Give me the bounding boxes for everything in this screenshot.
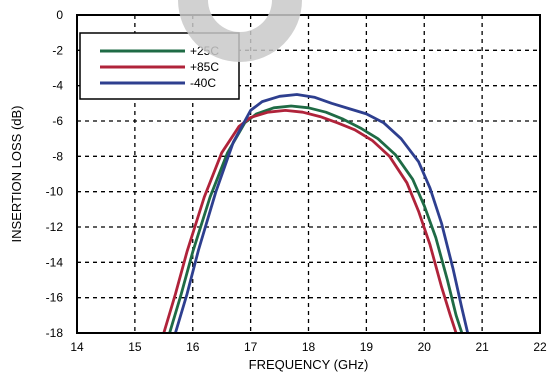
y-tick-label: -8: [52, 149, 63, 163]
grid-lines: [77, 15, 540, 333]
tick-labels: 14 15 16 17 18 19 20 21 22 0 -2 -4 -6 -8 -10 -12 -14 -16 -…: [46, 8, 547, 354]
x-tick-label: 21: [475, 340, 489, 354]
series-line-2: [162, 109, 458, 333]
series-line-3: [174, 93, 470, 333]
y-tick-label: -4: [52, 79, 63, 93]
x-tick-label: 17: [244, 340, 258, 354]
x-tick-label: 16: [186, 340, 200, 354]
series-line-1: [168, 104, 464, 333]
y-tick-label: 0: [56, 8, 63, 22]
series-lines: [162, 93, 470, 333]
watermark-arc-shape: [178, 0, 302, 62]
y-tick-label: -14: [46, 255, 64, 269]
x-tick-label: 20: [418, 340, 432, 354]
plot-frame: [76, 14, 541, 334]
y-tick-label: -12: [46, 220, 64, 234]
x-tick-label: 19: [360, 340, 374, 354]
legend-label-3: -40C: [190, 76, 216, 90]
legend-label-2: +85C: [190, 60, 219, 74]
x-axis-label: FREQUENCY (GHz): [249, 357, 369, 372]
y-tick-label: -16: [46, 291, 64, 305]
y-tick-label: -6: [52, 114, 63, 128]
x-tick-label: 22: [533, 340, 547, 354]
y-axis-label: INSERTION LOSS (dB): [9, 105, 24, 242]
y-tick-label: -2: [52, 43, 63, 57]
y-tick-label: -10: [46, 185, 64, 199]
y-tick-label: -18: [46, 326, 64, 340]
x-tick-label: 18: [302, 340, 316, 354]
x-tick-label: 15: [128, 340, 142, 354]
x-tick-label: 14: [70, 340, 84, 354]
